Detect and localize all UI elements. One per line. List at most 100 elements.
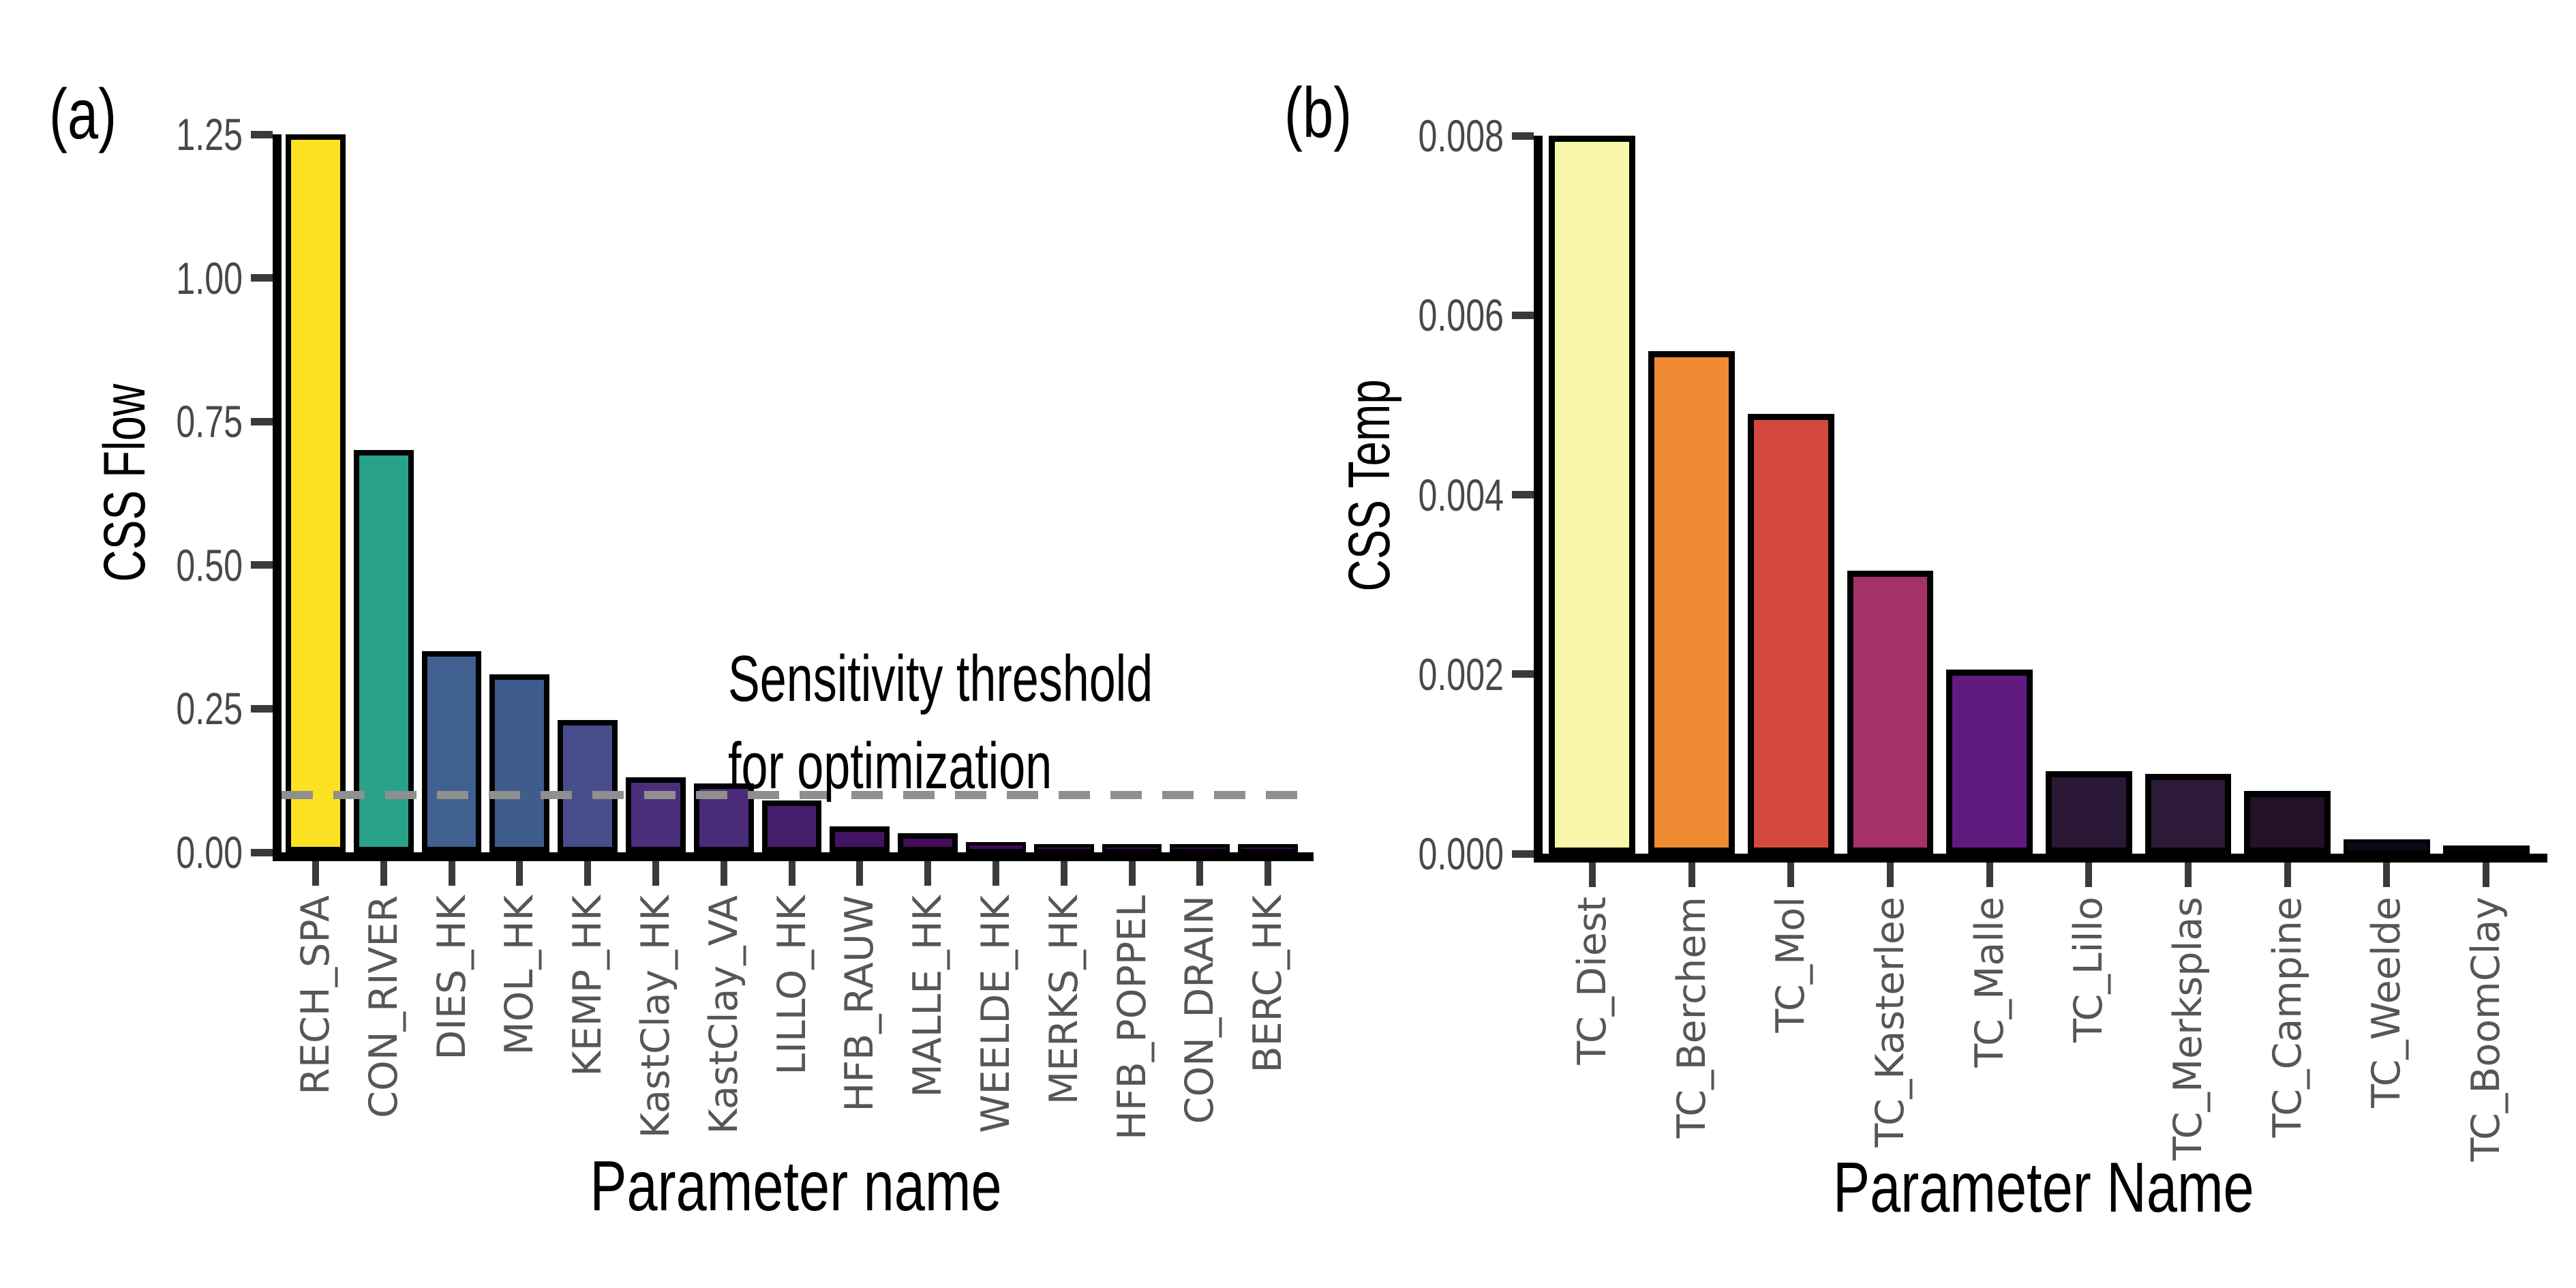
panel-b-letter: (b) <box>1284 74 1352 153</box>
x-tick-mark <box>1060 861 1067 886</box>
bar-TC_Lillo <box>2045 770 2132 854</box>
x-tick-mark <box>856 861 864 886</box>
category-label: MOL_HK <box>497 895 543 1055</box>
x-tick-mark <box>2284 863 2291 887</box>
category-label: TC_BoomClay <box>2464 897 2509 1162</box>
y-tick-mark <box>251 848 273 856</box>
bar-TC_Merksplas <box>2145 773 2232 854</box>
bar-TC_Diest <box>1549 136 1636 854</box>
x-tick-mark <box>992 861 999 886</box>
x-tick-mark <box>1688 863 1695 887</box>
bar-CON_DRAIN <box>1170 844 1230 852</box>
x-axis-spine <box>273 852 1314 861</box>
y-tick-mark <box>251 417 273 425</box>
y-tick-mark <box>1512 311 1534 319</box>
x-tick-mark <box>788 861 795 886</box>
y-tick-label: 1.00 <box>176 252 243 303</box>
x-tick-mark <box>2085 863 2093 887</box>
x-tick-mark <box>1787 863 1795 887</box>
bar-MERKS_HK <box>1033 844 1094 852</box>
bar-WEELDE_HK <box>965 841 1026 852</box>
category-label: TC_Merksplas <box>2166 897 2211 1160</box>
category-label: TC_Campine <box>2264 897 2310 1138</box>
x-tick-mark <box>584 861 592 886</box>
x-tick-mark <box>516 861 524 886</box>
x-tick-mark <box>1196 861 1204 886</box>
bar-HFB_RAUW <box>830 826 890 852</box>
bar-LILLO_HK <box>761 800 822 852</box>
category-label: TC_Kasterlee <box>1867 897 1913 1148</box>
x-tick-mark <box>2483 863 2490 887</box>
x-tick-mark <box>1886 863 1894 887</box>
sensitivity-threshold-line <box>282 790 1302 799</box>
category-label: TC_Diest <box>1569 897 1615 1065</box>
x-tick-mark <box>1264 861 1272 886</box>
y-tick-mark <box>1512 850 1534 858</box>
bar-CON_RIVER <box>353 450 414 852</box>
y-tick-mark <box>251 130 273 138</box>
bar-TC_Kasterlee <box>1847 571 1934 854</box>
category-label: TC_Malle <box>1967 897 2012 1068</box>
panel-a-letter: (a) <box>49 75 117 154</box>
category-label: TC_Berchem <box>1669 897 1714 1139</box>
category-label: MERKS_HK <box>1041 895 1087 1105</box>
category-label: HFB_POPPEL <box>1109 895 1155 1141</box>
y-tick-label: 0.002 <box>1418 648 1504 700</box>
bar-DIES_HK <box>421 651 482 852</box>
category-label: KastClay_VA <box>701 895 746 1135</box>
y-tick-mark <box>1512 670 1534 678</box>
x-tick-mark <box>2383 863 2391 887</box>
category-label: DIES_HK <box>429 895 474 1060</box>
y-tick-label: 0.00 <box>176 827 243 878</box>
x-tick-mark <box>312 861 319 886</box>
bar-TC_Malle <box>1946 670 2033 854</box>
bar-TC_Campine <box>2244 790 2331 854</box>
category-label: KEMP_HK <box>565 895 611 1077</box>
bar-MOL_HK <box>489 674 550 852</box>
y-axis-spine <box>273 134 282 861</box>
x-tick-mark <box>1986 863 1993 887</box>
category-label: LILLO_HK <box>769 895 815 1075</box>
x-tick-mark <box>380 861 387 886</box>
y-tick-label: 0.000 <box>1418 828 1504 879</box>
bar-KastClay_HK <box>625 777 686 852</box>
bar-HFB_POPPEL <box>1102 844 1162 852</box>
x-tick-mark <box>2185 863 2192 887</box>
bar-TC_Weelde <box>2344 839 2430 854</box>
y-tick-label: 1.25 <box>176 109 243 160</box>
x-tick-mark <box>720 861 727 886</box>
category-label: RECH_SPA <box>292 895 338 1095</box>
y-tick-label: 0.006 <box>1418 290 1504 341</box>
threshold-annotation-line1: Sensitivity threshold <box>728 642 1153 715</box>
y-tick-label: 0.25 <box>176 683 243 734</box>
y-tick-mark <box>251 561 273 569</box>
x-tick-mark <box>924 861 932 886</box>
x-tick-mark <box>448 861 455 886</box>
y-tick-label: 0.50 <box>176 539 243 590</box>
bar-TC_Berchem <box>1648 350 1735 854</box>
bar-MALLE_HK <box>898 833 958 852</box>
y-tick-mark <box>1512 491 1534 498</box>
x-tick-mark <box>652 861 659 886</box>
category-label: TC_Mol <box>1768 897 1814 1033</box>
category-label: WEELDE_HK <box>973 895 1018 1133</box>
y-tick-label: 0.004 <box>1418 469 1504 520</box>
bar-TC_Mol <box>1747 414 1834 854</box>
category-label: TC_Lillo <box>2066 897 2112 1043</box>
category-label: CON_RIVER <box>361 895 406 1118</box>
bar-KEMP_HK <box>558 720 618 852</box>
y-tick-label: 0.008 <box>1418 110 1504 161</box>
category-label: MALLE_HK <box>905 895 951 1098</box>
category-label: KastClay_HK <box>633 895 678 1139</box>
y-tick-mark <box>251 704 273 713</box>
x-tick-mark <box>1128 861 1136 886</box>
x-axis-spine <box>1534 854 2547 863</box>
y-tick-label: 0.75 <box>176 396 243 447</box>
category-label: HFB_RAUW <box>837 895 883 1112</box>
bar-BERC_HK <box>1238 844 1298 852</box>
bar-TC_BoomClay <box>2442 845 2530 854</box>
category-label: TC_Weelde <box>2364 897 2410 1109</box>
threshold-annotation-line2: for optimization <box>728 730 1052 803</box>
category-label: BERC_HK <box>1245 895 1291 1073</box>
